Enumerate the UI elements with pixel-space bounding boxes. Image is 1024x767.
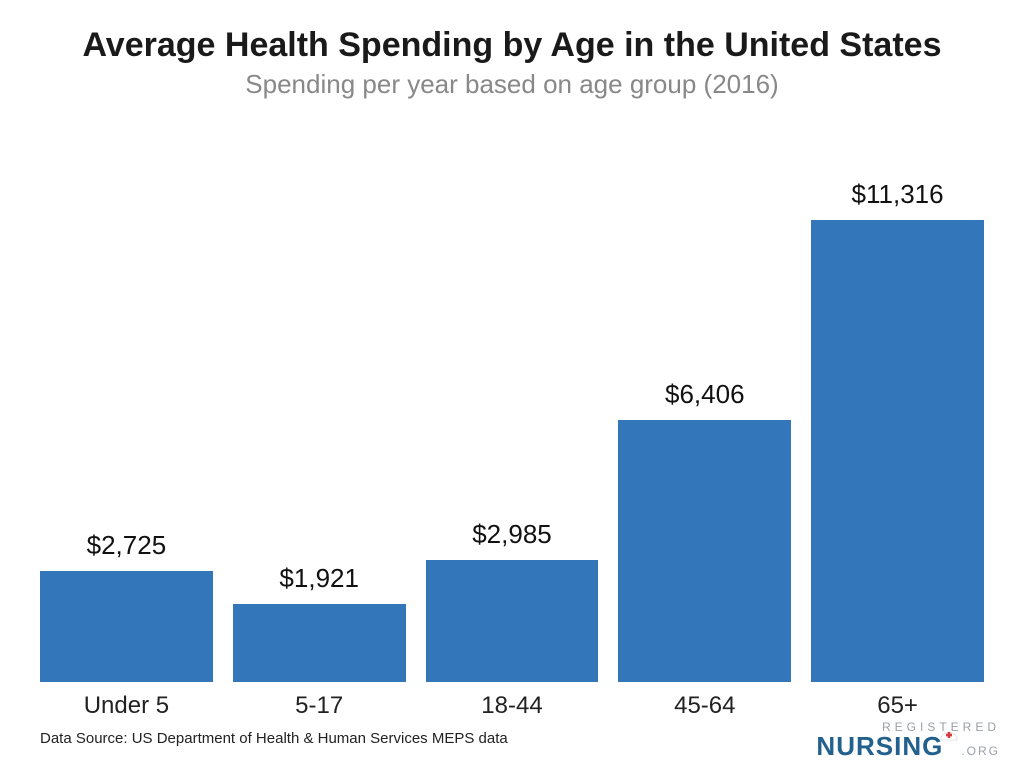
bar-rect [40, 571, 213, 682]
chart-subtitle: Spending per year based on age group (20… [40, 69, 984, 100]
bar-rect [233, 604, 406, 682]
bar-slot: $1,921 [233, 120, 406, 682]
bar-slot: $6,406 [618, 120, 791, 682]
logo-main-text: NURSING [816, 733, 943, 759]
nurse-cap-icon [939, 719, 959, 745]
bar-slot: $2,985 [426, 120, 599, 682]
bar-value-label: $1,921 [233, 563, 406, 594]
x-axis-labels: Under 5 5-17 18-44 45-64 65+ [40, 692, 984, 720]
chart-container: Average Health Spending by Age in the Un… [0, 0, 1024, 767]
bar-rect [811, 220, 984, 682]
bar-rect [618, 420, 791, 682]
bar-value-label: $11,316 [811, 179, 984, 210]
bar-value-label: $2,985 [426, 519, 599, 550]
x-axis-label: 5-17 [233, 692, 406, 720]
brand-logo: REGISTERED NURSING .ORG [816, 721, 1000, 759]
bar-value-label: $6,406 [618, 379, 791, 410]
logo-suffix: .ORG [961, 745, 1000, 757]
chart-title: Average Health Spending by Age in the Un… [40, 26, 984, 65]
bar-value-label: $2,725 [40, 530, 213, 561]
bar-rect [426, 560, 599, 682]
x-axis-label: 18-44 [426, 692, 599, 720]
x-axis-label: Under 5 [40, 692, 213, 720]
bar-slot: $2,725 [40, 120, 213, 682]
bar-slot: $11,316 [811, 120, 984, 682]
bars-row: $2,725 $1,921 $2,985 $6,406 $11,316 [40, 120, 984, 682]
x-axis-label: 65+ [811, 692, 984, 720]
logo-main: NURSING .ORG [816, 733, 1000, 759]
plot-area: $2,725 $1,921 $2,985 $6,406 $11,316 [40, 120, 984, 682]
x-axis-label: 45-64 [618, 692, 791, 720]
